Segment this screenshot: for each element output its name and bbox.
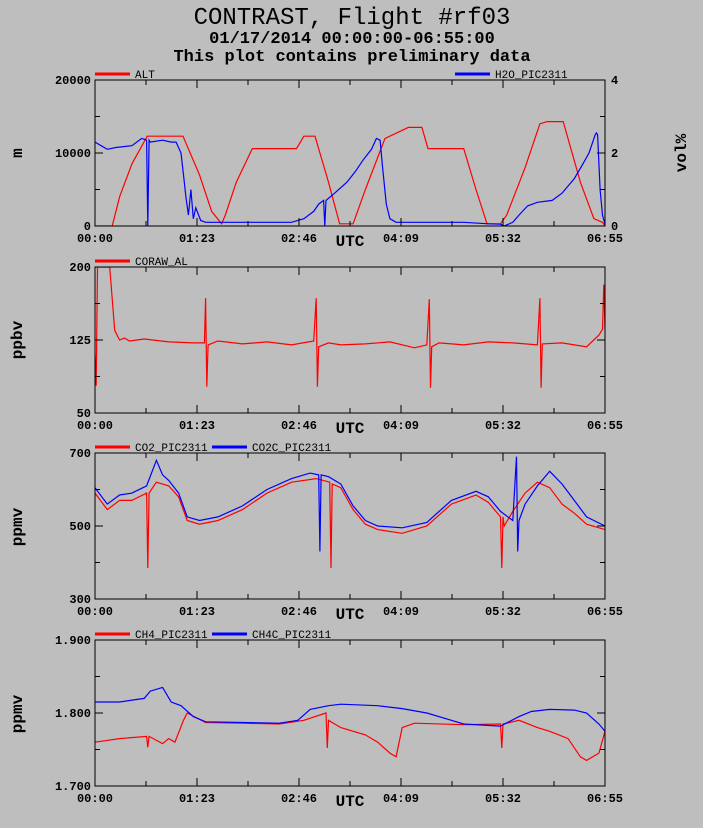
y-tick-label: 20000 [55,74,91,88]
y-tick-label: 50 [77,407,91,421]
x-tick-label: 06:55 [587,605,623,619]
y-tick-label: 500 [69,520,91,534]
panel-4: CH4_PIC2311 CH4C_PIC2311 00:00 01:23 02:46 04… [9,630,623,811]
series-line-ch4c-pic2311 [95,686,605,732]
panel-1: ALT H2O_PIC2311 00:00 01:23 02:46 04:09 05:32 0… [9,70,691,251]
x-tick-label: 00:00 [77,605,113,619]
y-tick-label-right: 0 [611,220,618,234]
series-line-coraw-al [95,267,605,388]
legend-label: H2O_PIC2311 [495,70,568,82]
x-tick-label: 06:55 [587,419,623,433]
x-tick-label: 06:55 [587,232,623,246]
panel-2: CORAW_AL 00:00 01:23 02:46 04:09 05:32 06:55 UT… [9,257,623,438]
y-tick-label: 10000 [55,147,91,161]
x-tick-label: 04:09 [383,419,419,433]
y-tick-label: 1.900 [55,634,91,648]
x-tick-label: 04:09 [383,232,419,246]
y-tick-label: 0 [84,220,91,234]
y-tick-label: 1.700 [55,780,91,794]
x-tick-label: 01:23 [179,419,215,433]
x-tick-label: 05:32 [485,792,521,806]
legend-label: CO2C_PIC2311 [252,443,332,455]
plot-title: CONTRAST, Flight #rf03 [194,5,511,32]
subtitle-date: 01/17/2014 00:00:00-06:55:00 [209,30,495,49]
x-tick-label: 00:00 [77,792,113,806]
x-axis-label: UTC [336,233,365,251]
y-axis-label: ppmv [9,694,27,733]
y-tick-label-right: 4 [611,74,618,88]
x-tick-label: 02:46 [281,232,317,246]
y-axis-label: m [9,148,27,158]
series-line-alt [95,120,605,226]
x-tick-label: 05:32 [485,605,521,619]
x-axis-label: UTC [336,793,365,811]
y-tick-label: 200 [69,261,91,275]
legend-label: ALT [135,70,155,82]
x-tick-label: 01:23 [179,232,215,246]
series-line-ch4-pic2311 [95,712,605,762]
x-tick-label: 00:00 [77,232,113,246]
x-tick-label: 01:23 [179,605,215,619]
x-tick-label: 00:00 [77,419,113,433]
y-axis-label: ppbv [9,320,27,359]
legend-label: CO2_PIC2311 [135,443,208,455]
subtitle-note: This plot contains preliminary data [173,48,530,67]
x-tick-label: 04:09 [383,605,419,619]
y-tick-label: 700 [69,447,91,461]
plot-frame [94,452,606,600]
x-tick-label: 05:32 [485,419,521,433]
panel-3: CO2_PIC2311 CO2C_PIC2311 00:00 01:23 02:46 04… [9,443,623,624]
x-tick-label: 05:32 [485,232,521,246]
x-tick-label: 02:46 [281,419,317,433]
plot-frame [94,266,606,414]
x-tick-label: 02:46 [281,605,317,619]
legend-label: CH4_PIC2311 [135,630,208,642]
y-tick-label-right: 2 [611,147,618,161]
y-axis-label-right: vol% [673,133,691,172]
y-tick-label: 300 [69,593,91,607]
plot-frame [94,79,606,227]
series-line-co2-pic2311 [95,477,605,569]
x-axis-label: UTC [336,420,365,438]
y-tick-label: 125 [69,334,91,348]
legend-label: CH4C_PIC2311 [252,630,332,642]
y-tick-label: 1.800 [55,707,91,721]
x-tick-label: 06:55 [587,792,623,806]
series-line-co2c-pic2311 [95,456,605,552]
y-axis-label: ppmv [9,507,27,546]
x-tick-label: 01:23 [179,792,215,806]
x-tick-label: 02:46 [281,792,317,806]
legend-label: CORAW_AL [135,257,188,269]
x-tick-label: 04:09 [383,792,419,806]
series-line-h2o-pic2311 [95,131,605,226]
x-axis-label: UTC [336,606,365,624]
